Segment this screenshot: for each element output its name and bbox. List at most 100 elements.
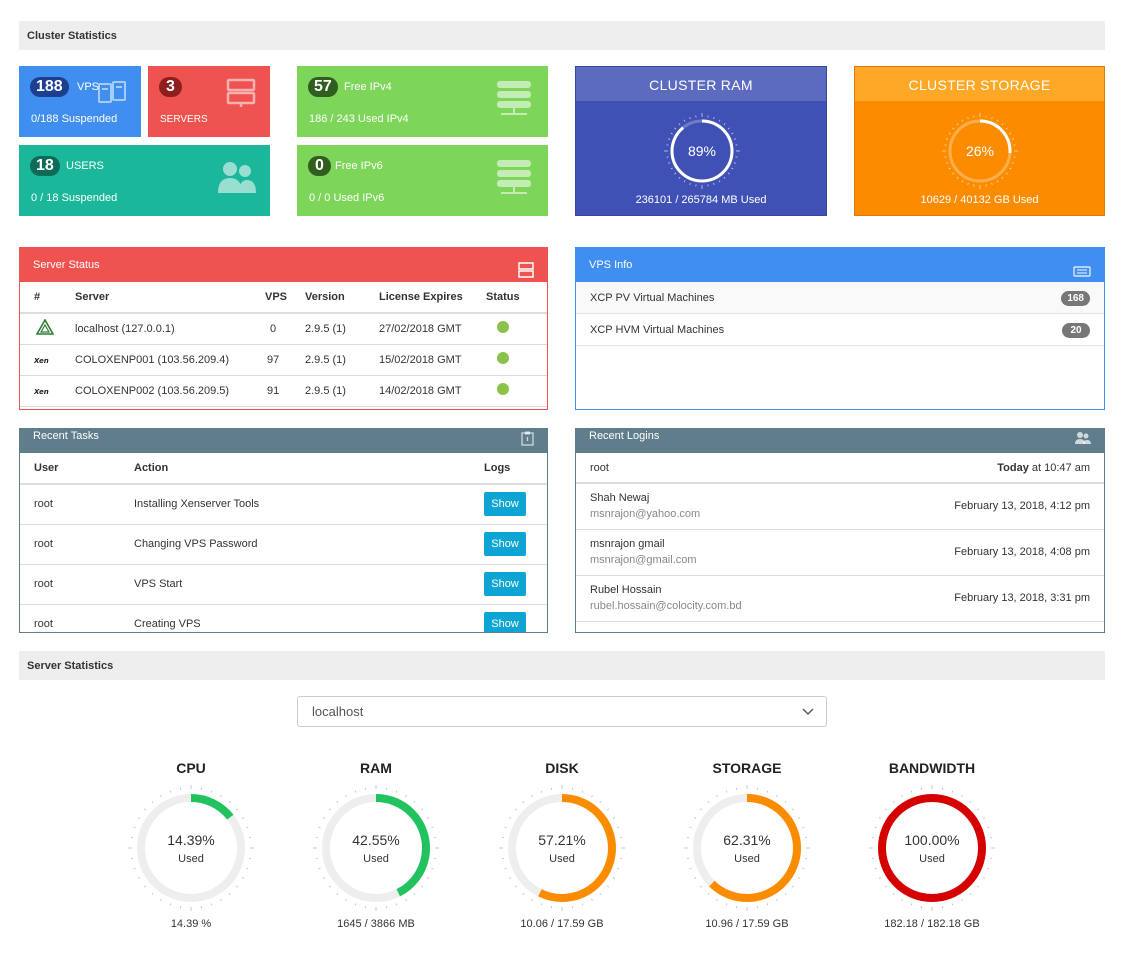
gauge-percent: 62.31% <box>723 832 770 848</box>
login-time: February 13, 2018, 4:12 pm <box>954 500 1090 512</box>
ipv4-label: Free IPv4 <box>344 81 392 93</box>
col-version: Version <box>304 282 378 314</box>
vps-server-icon <box>97 80 129 109</box>
servers-label: SERVERS <box>160 114 208 125</box>
server-select[interactable]: localhost <box>297 696 827 727</box>
gauge-title: CPU <box>176 760 206 776</box>
status-indicator <box>497 383 509 395</box>
col-hash: # <box>20 282 74 314</box>
server-vps: 91 <box>264 375 304 407</box>
users-suspended: 0 / 18 Suspended <box>31 192 118 204</box>
task-user: root <box>20 524 133 565</box>
server-name: COLOXENP002 (103.56.209.5) <box>74 375 264 407</box>
col-license-expires: License Expires <box>378 282 485 314</box>
gauge-storage: STORAGE 62.31% Used 10.96 / 17.59 GB <box>672 760 822 930</box>
ipv4-tile[interactable]: 57 Free IPv4 186 / 243 Used IPv4 <box>297 66 548 137</box>
vps-info-panel: VPS Info XCP PV Virtual Machines 168 XCP… <box>575 247 1105 410</box>
task-action: VPS Start <box>133 564 483 605</box>
recent-tasks-panel: Recent Tasks User Action Logs root Insta… <box>19 428 548 633</box>
gauge-used-label: Used <box>363 853 389 865</box>
chevron-down-icon <box>802 697 814 738</box>
network-icon <box>495 80 533 121</box>
table-row: root Installing Xenserver Tools Show <box>20 484 547 525</box>
login-time: Today at 10:47 am <box>997 462 1090 474</box>
gauge-title: BANDWIDTH <box>888 760 976 776</box>
login-time-rest: at 10:47 am <box>1028 462 1090 474</box>
gauge-used-label: Used <box>549 853 575 865</box>
cluster-storage-title: CLUSTER STORAGE <box>855 67 1104 101</box>
vps-tile[interactable]: 188 VPS 0/188 Suspended <box>19 66 141 137</box>
cluster-storage-used: 10629 / 40132 GB Used <box>920 194 1039 206</box>
gauge-ring: 14.39% Used <box>128 785 254 911</box>
login-time: February 13, 2018, 3:31 pm <box>954 592 1090 604</box>
vps-info-count: 20 <box>1062 323 1090 338</box>
col-vps: VPS <box>264 282 304 314</box>
login-name: Rubel Hossain <box>590 584 662 596</box>
task-user: root <box>20 604 133 632</box>
gauge-title: RAM <box>360 760 392 776</box>
list-item[interactable]: XCP PV Virtual Machines 168 <box>576 282 1104 314</box>
vps-info-icon <box>1073 258 1091 293</box>
tree-logo-icon <box>35 318 55 338</box>
servers-tile[interactable]: 3 SERVERS <box>148 66 270 137</box>
network-icon <box>495 159 533 200</box>
server-version: 2.9.5 (1) <box>304 313 378 345</box>
server-status-title: Server Status <box>33 259 100 271</box>
vps-count: 188 <box>30 77 69 97</box>
col-user: User <box>20 453 133 485</box>
xen-logo-icon: Xen <box>34 387 49 396</box>
show-button[interactable]: Show <box>484 612 526 632</box>
gauge-percent: 100.00% <box>904 832 959 848</box>
cluster-ram-card: CLUSTER RAM 89% 236101 / 265784 MB Used <box>575 66 827 216</box>
users-icon <box>1075 431 1091 449</box>
server-expires: 15/02/2018 GMT <box>378 344 485 376</box>
ipv6-tile[interactable]: 0 Free IPv6 0 / 0 Used IPv6 <box>297 145 548 216</box>
show-button[interactable]: Show <box>484 532 526 556</box>
table-row[interactable]: localhost (127.0.0.1) 0 2.9.5 (1) 27/02/… <box>20 313 547 345</box>
table-row[interactable]: Xen COLOXENP002 (103.56.209.5) 91 2.9.5 … <box>20 375 547 407</box>
login-email: rubel.hossain@colocity.com.bd <box>590 600 742 612</box>
server-version: 2.9.5 (1) <box>304 344 378 376</box>
login-email: msnrajon@yahoo.com <box>590 508 701 520</box>
ipv4-used: 186 / 243 Used IPv4 <box>309 113 409 125</box>
cluster-storage-percent: 26% <box>966 143 994 159</box>
gauge-footer: 182.18 / 182.18 GB <box>884 918 980 930</box>
users-count: 18 <box>30 156 60 176</box>
server-name: COLOXENP001 (103.56.209.4) <box>74 344 264 376</box>
gauge-arc <box>878 794 986 902</box>
cluster-storage-card: CLUSTER STORAGE 26% 10629 / 40132 GB Use… <box>854 66 1105 216</box>
gauge-arc <box>508 794 616 902</box>
gauge-arc <box>693 794 801 902</box>
table-row: root VPS Start Show <box>20 564 547 605</box>
gauge-title: DISK <box>545 760 579 776</box>
gauge-arc <box>137 794 245 902</box>
recent-tasks-title: Recent Tasks <box>33 430 99 442</box>
col-server: Server <box>74 282 264 314</box>
login-row: root Today at 10:47 am <box>576 453 1104 484</box>
server-select-value: localhost <box>312 704 364 719</box>
vps-info-title: VPS Info <box>589 259 633 271</box>
status-indicator <box>497 352 509 364</box>
server-vps: 97 <box>264 344 304 376</box>
table-row: root Creating VPS Show <box>20 604 547 632</box>
server-status-panel: Server Status # Server VPS Version Licen… <box>19 247 548 410</box>
vps-suspended: 0/188 Suspended <box>31 113 118 125</box>
vps-info-label: XCP HVM Virtual Machines <box>590 324 725 336</box>
login-row: Shah Newaj msnrajon@yahoo.com February 1… <box>576 484 1104 530</box>
users-icon <box>217 159 257 198</box>
show-button[interactable]: Show <box>484 492 526 517</box>
show-button[interactable]: Show <box>484 572 526 596</box>
table-row[interactable]: Xen COLOXENP001 (103.56.209.4) 97 2.9.5 … <box>20 344 547 376</box>
server-version: 2.9.5 (1) <box>304 375 378 407</box>
gauge-used-label: Used <box>734 853 760 865</box>
ipv6-label: Free IPv6 <box>335 160 383 172</box>
gauge-cpu: CPU 14.39% Used 14.39 % <box>116 760 266 930</box>
list-item[interactable]: XCP HVM Virtual Machines 20 <box>576 314 1104 346</box>
ipv4-count: 57 <box>308 77 338 97</box>
server-name: localhost (127.0.0.1) <box>74 313 264 345</box>
status-indicator <box>497 321 509 334</box>
users-tile[interactable]: 18 USERS 0 / 18 Suspended <box>19 145 270 216</box>
vps-info-count: 168 <box>1061 291 1090 306</box>
login-name: msnrajon gmail <box>590 538 665 550</box>
clipboard-icon <box>521 431 534 450</box>
